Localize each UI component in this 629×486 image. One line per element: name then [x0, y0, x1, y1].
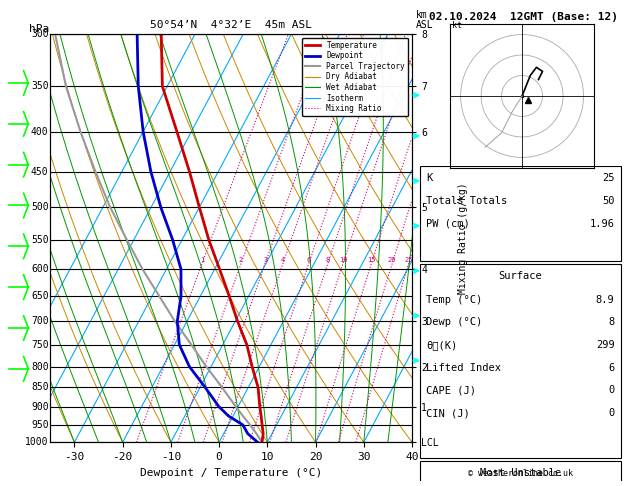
Text: 8.9: 8.9 [596, 295, 615, 305]
Text: Lifted Index: Lifted Index [426, 363, 501, 373]
Text: 0: 0 [608, 408, 615, 418]
Text: Dewp (°C): Dewp (°C) [426, 317, 482, 328]
Text: kt: kt [452, 21, 462, 31]
Text: 350: 350 [31, 81, 48, 91]
Text: 20: 20 [388, 258, 396, 263]
Text: hPa: hPa [29, 24, 49, 34]
Text: 50: 50 [602, 196, 615, 206]
Text: Mixing Ratio (g/kg): Mixing Ratio (g/kg) [458, 182, 467, 294]
Legend: Temperature, Dewpoint, Parcel Trajectory, Dry Adiabat, Wet Adiabat, Isotherm, Mi: Temperature, Dewpoint, Parcel Trajectory… [302, 38, 408, 116]
Text: Surface: Surface [499, 272, 542, 281]
Text: 500: 500 [31, 202, 48, 212]
Text: 25: 25 [602, 173, 615, 183]
Text: 400: 400 [31, 126, 48, 137]
Text: 8: 8 [326, 258, 330, 263]
Text: 450: 450 [31, 167, 48, 176]
Text: 4: 4 [281, 258, 285, 263]
Text: 02.10.2024  12GMT (Base: 12): 02.10.2024 12GMT (Base: 12) [429, 12, 618, 22]
Text: 3: 3 [263, 258, 267, 263]
Text: 8: 8 [608, 317, 615, 328]
Text: km
ASL: km ASL [416, 10, 433, 30]
Text: 0: 0 [608, 385, 615, 396]
Text: Temp (°C): Temp (°C) [426, 295, 482, 305]
Text: 300: 300 [31, 29, 48, 39]
X-axis label: Dewpoint / Temperature (°C): Dewpoint / Temperature (°C) [140, 468, 322, 478]
Text: 1000: 1000 [25, 437, 48, 447]
Bar [420, 461, 621, 486]
Text: 1.96: 1.96 [589, 219, 615, 228]
Text: 10: 10 [339, 258, 347, 263]
Text: 750: 750 [31, 340, 48, 350]
Text: K: K [426, 173, 433, 183]
Text: 1: 1 [200, 258, 204, 263]
Text: 700: 700 [31, 316, 48, 326]
Text: PW (cm): PW (cm) [426, 219, 470, 228]
Text: 25: 25 [404, 258, 413, 263]
Text: CAPE (J): CAPE (J) [426, 385, 476, 396]
Text: 800: 800 [31, 362, 48, 372]
Text: 600: 600 [31, 264, 48, 274]
Text: © weatheronline.co.uk: © weatheronline.co.uk [468, 469, 573, 478]
Text: θᴄ(K): θᴄ(K) [426, 340, 458, 350]
Text: 900: 900 [31, 401, 48, 412]
Title: 50°54’N  4°32’E  45m ASL: 50°54’N 4°32’E 45m ASL [150, 20, 312, 31]
Text: 15: 15 [367, 258, 376, 263]
Text: Totals Totals: Totals Totals [426, 196, 508, 206]
Text: 2: 2 [239, 258, 243, 263]
Bar [420, 264, 621, 458]
Text: 550: 550 [31, 235, 48, 244]
Text: 850: 850 [31, 382, 48, 392]
Text: 950: 950 [31, 420, 48, 430]
Text: 6: 6 [608, 363, 615, 373]
Bar [420, 166, 621, 261]
Text: Most Unstable: Most Unstable [480, 468, 561, 478]
Text: 6: 6 [307, 258, 311, 263]
Text: 650: 650 [31, 291, 48, 301]
Text: 299: 299 [596, 340, 615, 350]
Text: CIN (J): CIN (J) [426, 408, 470, 418]
